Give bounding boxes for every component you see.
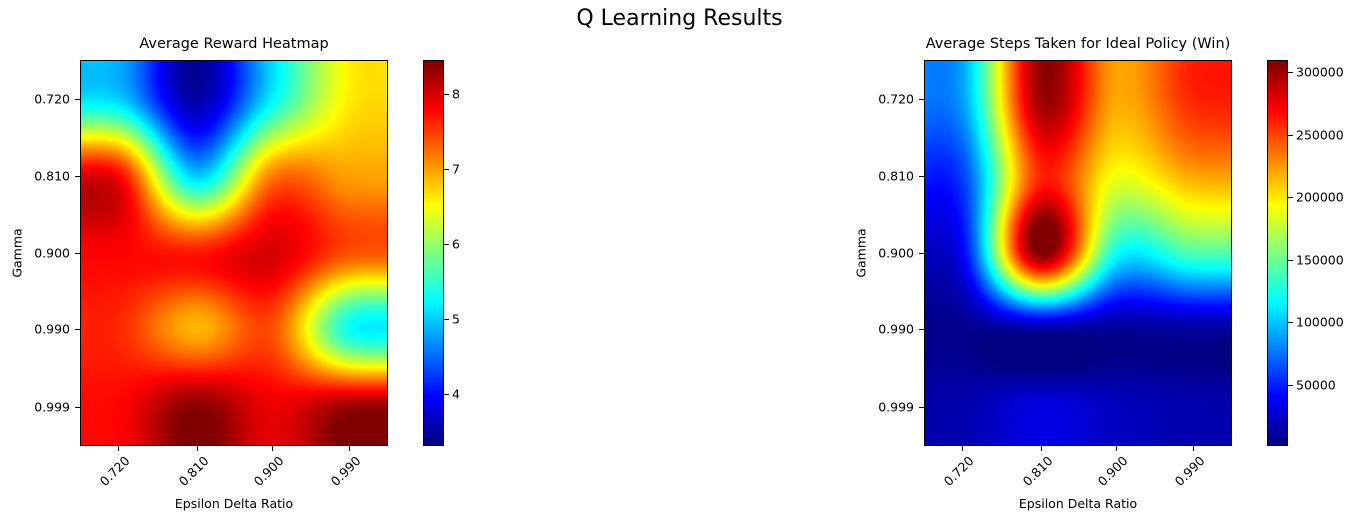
reward-heatmap-title: Average Reward Heatmap	[139, 36, 329, 52]
colorbar-tick-mark	[1288, 322, 1293, 324]
x-tick-label: 0.810	[1019, 453, 1056, 489]
colorbar-tick-label: 6	[452, 236, 460, 252]
y-tick-label: 0.990	[34, 321, 70, 337]
x-tick-label: 0.900	[1094, 453, 1131, 489]
x-tick-mark	[197, 446, 198, 451]
x-tick-label: 0.990	[1171, 453, 1208, 489]
colorbar-tick-mark	[1288, 72, 1293, 74]
reward-heatmap-xlabel: Epsilon Delta Ratio	[174, 496, 294, 511]
steps-heatmap-title: Average Steps Taken for Ideal Policy (Wi…	[925, 36, 1231, 52]
colorbar-tick-mark	[1288, 259, 1293, 261]
y-tick-label: 0.900	[34, 245, 70, 261]
y-tick-label: 0.999	[878, 399, 914, 415]
colorbar-tick-mark	[444, 243, 449, 245]
y-tick-label: 0.810	[878, 168, 914, 184]
colorbar-tick-label: 250000	[1296, 127, 1344, 143]
steps-heatmap-area	[924, 60, 1232, 446]
colorbar-tick-label: 100000	[1296, 314, 1344, 330]
x-tick-mark	[118, 446, 119, 451]
y-tick-mark	[919, 99, 924, 100]
y-tick-mark	[75, 253, 80, 254]
steps-colorbar	[1267, 60, 1288, 446]
reward-heatmap-area	[80, 60, 388, 446]
colorbar-tick-mark	[444, 93, 449, 95]
x-tick-mark	[1041, 446, 1042, 451]
figure-title: Q Learning Results	[576, 6, 783, 31]
steps-heatmap-xlabel: Epsilon Delta Ratio	[1018, 496, 1138, 511]
x-tick-mark	[1193, 446, 1194, 451]
colorbar-tick-mark	[444, 168, 449, 170]
y-tick-label: 0.720	[34, 91, 70, 107]
x-tick-mark	[272, 446, 273, 451]
y-tick-mark	[919, 253, 924, 254]
colorbar-tick-mark	[1288, 197, 1293, 199]
colorbar-tick-mark	[444, 318, 449, 320]
reward-colorbar	[423, 60, 444, 446]
colorbar-tick-label: 300000	[1296, 64, 1344, 80]
colorbar-tick-label: 5	[452, 311, 460, 327]
y-tick-mark	[75, 329, 80, 330]
colorbar-tick-label: 50000	[1296, 377, 1336, 393]
x-tick-mark	[1116, 446, 1117, 451]
y-tick-mark	[919, 329, 924, 330]
x-tick-label: 0.720	[96, 453, 133, 489]
colorbar-tick-label: 7	[452, 161, 460, 177]
x-tick-label: 0.720	[940, 453, 977, 489]
x-tick-label: 0.900	[250, 453, 287, 489]
x-tick-label: 0.810	[175, 453, 212, 489]
colorbar-tick-mark	[1288, 134, 1293, 136]
y-tick-label: 0.900	[878, 245, 914, 261]
y-tick-mark	[75, 176, 80, 177]
colorbar-tick-label: 4	[452, 386, 460, 402]
x-tick-mark	[962, 446, 963, 451]
colorbar-tick-label: 8	[452, 86, 460, 102]
y-tick-mark	[919, 407, 924, 408]
colorbar-tick-label: 150000	[1296, 252, 1344, 268]
colorbar-tick-label: 200000	[1296, 189, 1344, 205]
y-tick-label: 0.990	[878, 321, 914, 337]
y-tick-label: 0.999	[34, 399, 70, 415]
colorbar-tick-mark	[1288, 384, 1293, 386]
x-tick-label: 0.990	[327, 453, 364, 489]
y-tick-mark	[75, 407, 80, 408]
y-tick-mark	[75, 99, 80, 100]
x-tick-mark	[349, 446, 350, 451]
y-tick-mark	[919, 176, 924, 177]
y-tick-label: 0.720	[878, 91, 914, 107]
colorbar-tick-mark	[444, 393, 449, 395]
y-tick-label: 0.810	[34, 168, 70, 184]
